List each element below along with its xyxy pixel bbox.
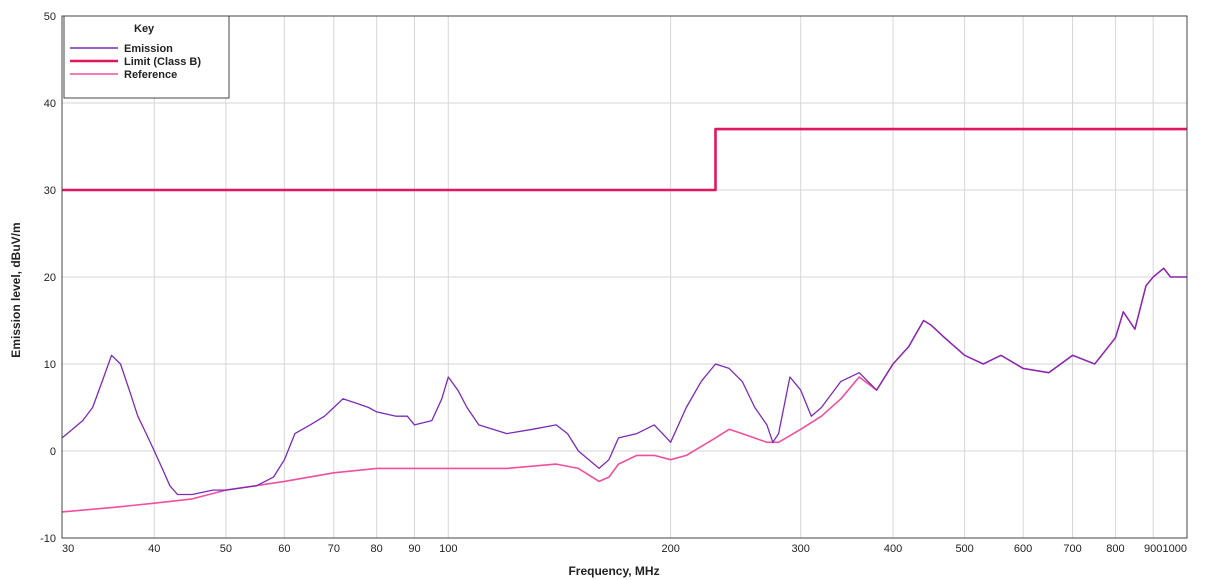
y-tick-label: 30 <box>44 185 56 197</box>
x-tick-label: 600 <box>1014 543 1032 555</box>
series-lines <box>61 127 1187 513</box>
x-tick-label: 900 <box>1144 543 1162 555</box>
x-tick-label: 800 <box>1106 543 1124 555</box>
y-tick-label: 40 <box>44 98 56 110</box>
grid-lines <box>61 15 1188 539</box>
x-axis-label: Frequency, MHz <box>568 564 659 578</box>
y-tick-label: 50 <box>44 11 56 23</box>
legend-label: Reference <box>124 69 177 81</box>
x-tick-label: 400 <box>884 543 902 555</box>
x-tick-label: 1000 <box>1163 543 1187 555</box>
y-tick-label: 0 <box>50 446 56 458</box>
x-tick-labels: 30 40 50 60 70 80 90 100 200 300 400 500 600 700 800 90… <box>62 543 1187 555</box>
x-tick-label: 40 <box>148 543 160 555</box>
x-tick-label: 200 <box>661 543 679 555</box>
y-axis-label: Emission level, dBuV/m <box>9 222 23 357</box>
x-tick-label: 500 <box>955 543 973 555</box>
y-tick-label: -10 <box>40 533 56 545</box>
y-tick-label: 20 <box>44 272 56 284</box>
x-tick-label: 80 <box>371 543 383 555</box>
series-line-limit-class-b <box>62 127 1187 192</box>
plot-frame <box>61 15 1188 539</box>
x-tick-label: 700 <box>1063 543 1081 555</box>
legend-title: Key <box>134 23 155 35</box>
legend-label: Emission <box>124 43 173 55</box>
x-tick-label: 30 <box>62 543 74 555</box>
y-tick-labels: -10 0 10 20 30 40 50 <box>40 11 56 545</box>
x-tick-label: 70 <box>328 543 340 555</box>
legend-label: Limit (Class B) <box>124 56 201 68</box>
series-line-reference <box>61 267 1187 513</box>
x-tick-label: 100 <box>439 543 457 555</box>
x-tick-label: 60 <box>278 543 290 555</box>
legend-box <box>63 15 230 99</box>
y-tick-label: 10 <box>44 359 56 371</box>
x-tick-label: 50 <box>220 543 232 555</box>
series-line-emission <box>61 267 1187 496</box>
x-tick-label: 90 <box>408 543 420 555</box>
x-tick-label: 300 <box>792 543 810 555</box>
